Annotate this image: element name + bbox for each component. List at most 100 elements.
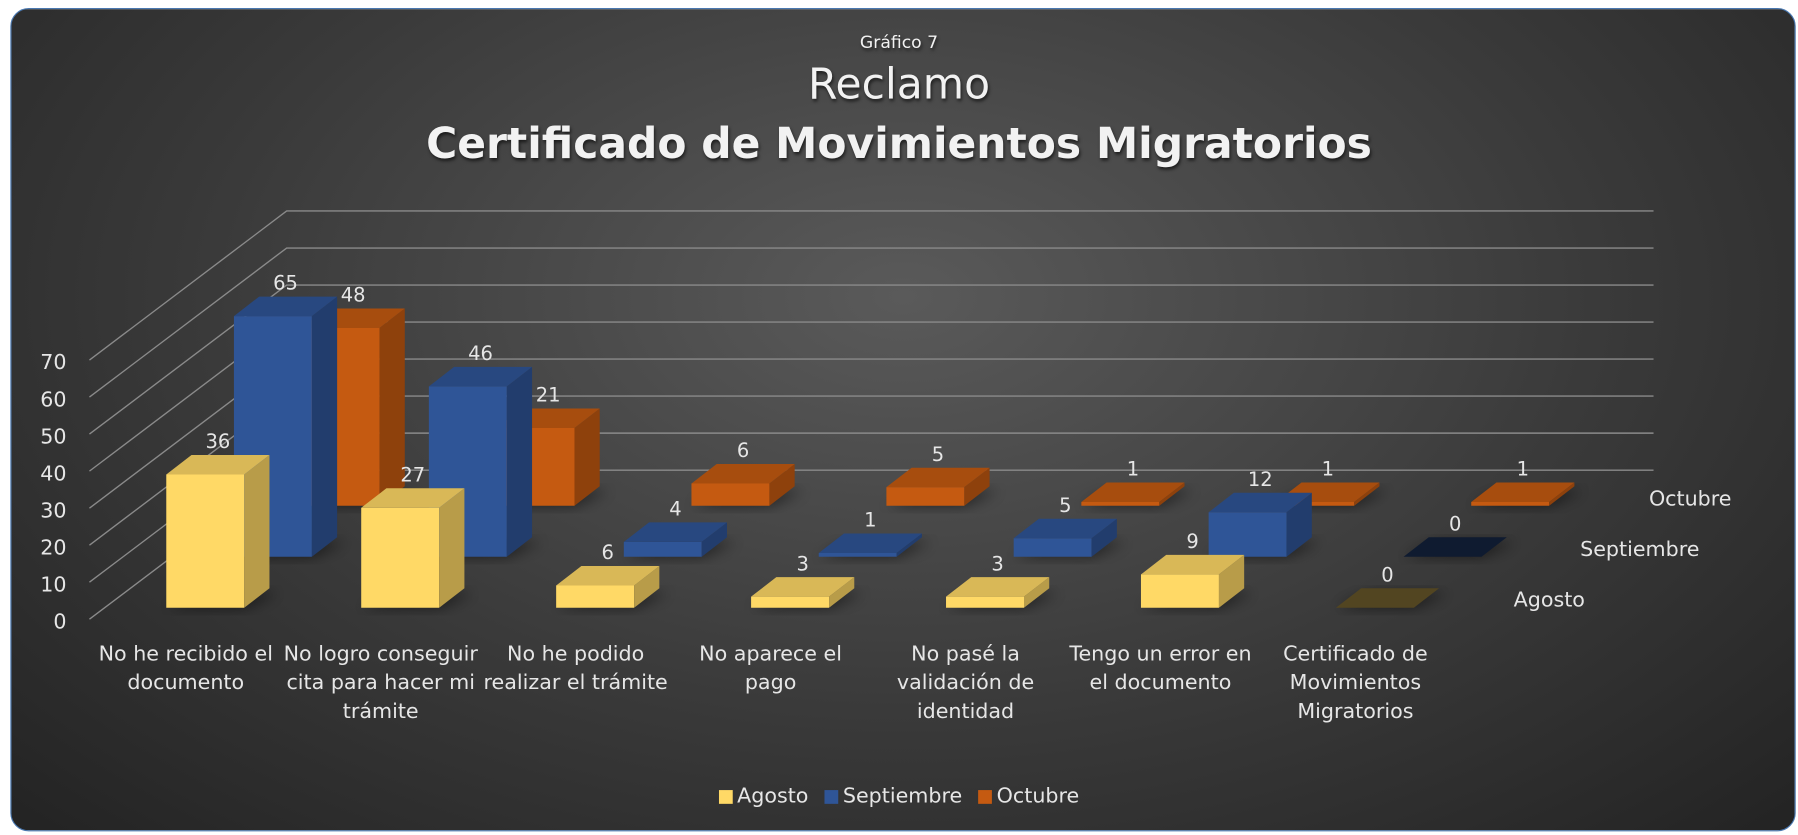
supertitle: Gráfico 7	[859, 32, 939, 53]
data-label: 36	[205, 430, 230, 453]
bar-front	[1013, 538, 1092, 557]
x-tick-label: Tengo un error en el documento	[1069, 642, 1252, 695]
bar	[1208, 492, 1312, 557]
chart-subtitle: Certificado de Movimientos Migratorios	[426, 119, 1372, 169]
bar	[428, 366, 533, 557]
bar-top	[946, 577, 1050, 597]
bar	[1013, 518, 1117, 557]
bar-side	[1159, 482, 1185, 506]
bar-side	[379, 308, 405, 506]
legend-swatch	[978, 789, 993, 804]
bar-front	[946, 596, 1025, 608]
bar-front	[361, 507, 440, 608]
data-label: 12	[1248, 468, 1273, 491]
bar-side	[1218, 554, 1245, 608]
legend-item: Octubre	[978, 784, 1079, 808]
bar-side	[1354, 482, 1380, 506]
bar-top	[623, 522, 728, 542]
data-label: 0	[1381, 563, 1393, 586]
bar-side	[634, 566, 660, 608]
bar-top	[233, 296, 338, 317]
bar-top	[1335, 588, 1440, 608]
bar-front	[1471, 501, 1550, 506]
depth-label: Agosto	[1514, 588, 1585, 612]
y-tick-label: 20	[40, 535, 66, 559]
bar-top	[818, 533, 922, 554]
bar-side	[311, 296, 338, 557]
data-label: 27	[400, 463, 425, 486]
depth-label: Octubre	[1649, 487, 1732, 511]
bar-front	[623, 541, 702, 557]
legend-swatch	[824, 789, 839, 804]
bar	[886, 467, 990, 506]
bar-top	[1471, 482, 1575, 502]
data-label: 3	[991, 552, 1003, 575]
bar-side	[1024, 577, 1050, 608]
bar-side	[1091, 518, 1117, 557]
bar	[1471, 482, 1575, 506]
bar	[556, 566, 660, 608]
bar	[1403, 537, 1507, 557]
bar	[818, 533, 922, 557]
bar-top	[1013, 518, 1117, 539]
bar	[1335, 588, 1440, 608]
bar-front	[691, 483, 770, 506]
legend-item: Agosto	[718, 784, 809, 809]
legend-label: Agosto	[737, 784, 809, 809]
bar	[623, 522, 728, 557]
bar-side	[1286, 492, 1312, 557]
legend-label: Septiembre	[842, 784, 963, 809]
bar-front	[1140, 574, 1219, 608]
bar-front	[818, 553, 897, 557]
bar-top	[751, 577, 855, 597]
legend-label: Octubre	[996, 784, 1080, 809]
data-label: 48	[341, 284, 366, 307]
bar-side	[244, 454, 270, 608]
x-tick-label: No logro conseguir cita para hacer mi tr…	[283, 642, 478, 724]
bar-top	[166, 454, 270, 475]
bar-top	[556, 566, 660, 586]
data-label: 3	[796, 552, 808, 575]
bar-front	[1081, 501, 1160, 506]
bar	[751, 577, 855, 608]
data-label: 5	[932, 443, 944, 466]
y-tick-label: 40	[40, 461, 66, 485]
bar-top	[1208, 492, 1312, 513]
legend: Agosto Septiembre Octubre	[0, 784, 1798, 808]
bar-side	[701, 522, 728, 557]
x-tick-label: No aparece el pago	[699, 642, 842, 695]
y-tick-label: 60	[40, 387, 66, 411]
bar-front	[166, 474, 245, 608]
data-label: 1	[1517, 458, 1529, 481]
bar-top	[886, 467, 990, 488]
bar	[361, 488, 465, 608]
y-tick-label: 10	[40, 572, 66, 596]
grid-line	[89, 210, 1654, 361]
bar-front	[1208, 512, 1287, 557]
depth-label: Septiembre	[1580, 537, 1699, 561]
bar-side	[896, 533, 922, 557]
bar	[1140, 554, 1245, 608]
bar-side	[439, 488, 465, 608]
grid-line	[89, 284, 1654, 435]
bar-front	[556, 585, 635, 608]
data-label: 4	[669, 498, 681, 521]
bar	[166, 454, 270, 608]
legend-item: Septiembre	[824, 784, 962, 808]
bar-top	[1081, 482, 1185, 502]
data-label: 9	[1186, 530, 1198, 553]
data-label: 1	[864, 509, 876, 532]
bar-top	[1140, 554, 1245, 575]
bar-front	[751, 596, 830, 608]
data-label: 21	[536, 384, 561, 407]
bar-top	[1403, 537, 1507, 557]
y-tick-label: 50	[40, 424, 66, 448]
data-label: 0	[1449, 512, 1461, 535]
bar-top	[691, 463, 795, 484]
bar-side	[574, 408, 600, 506]
bar-side	[829, 577, 855, 608]
y-tick-label: 30	[40, 498, 66, 522]
